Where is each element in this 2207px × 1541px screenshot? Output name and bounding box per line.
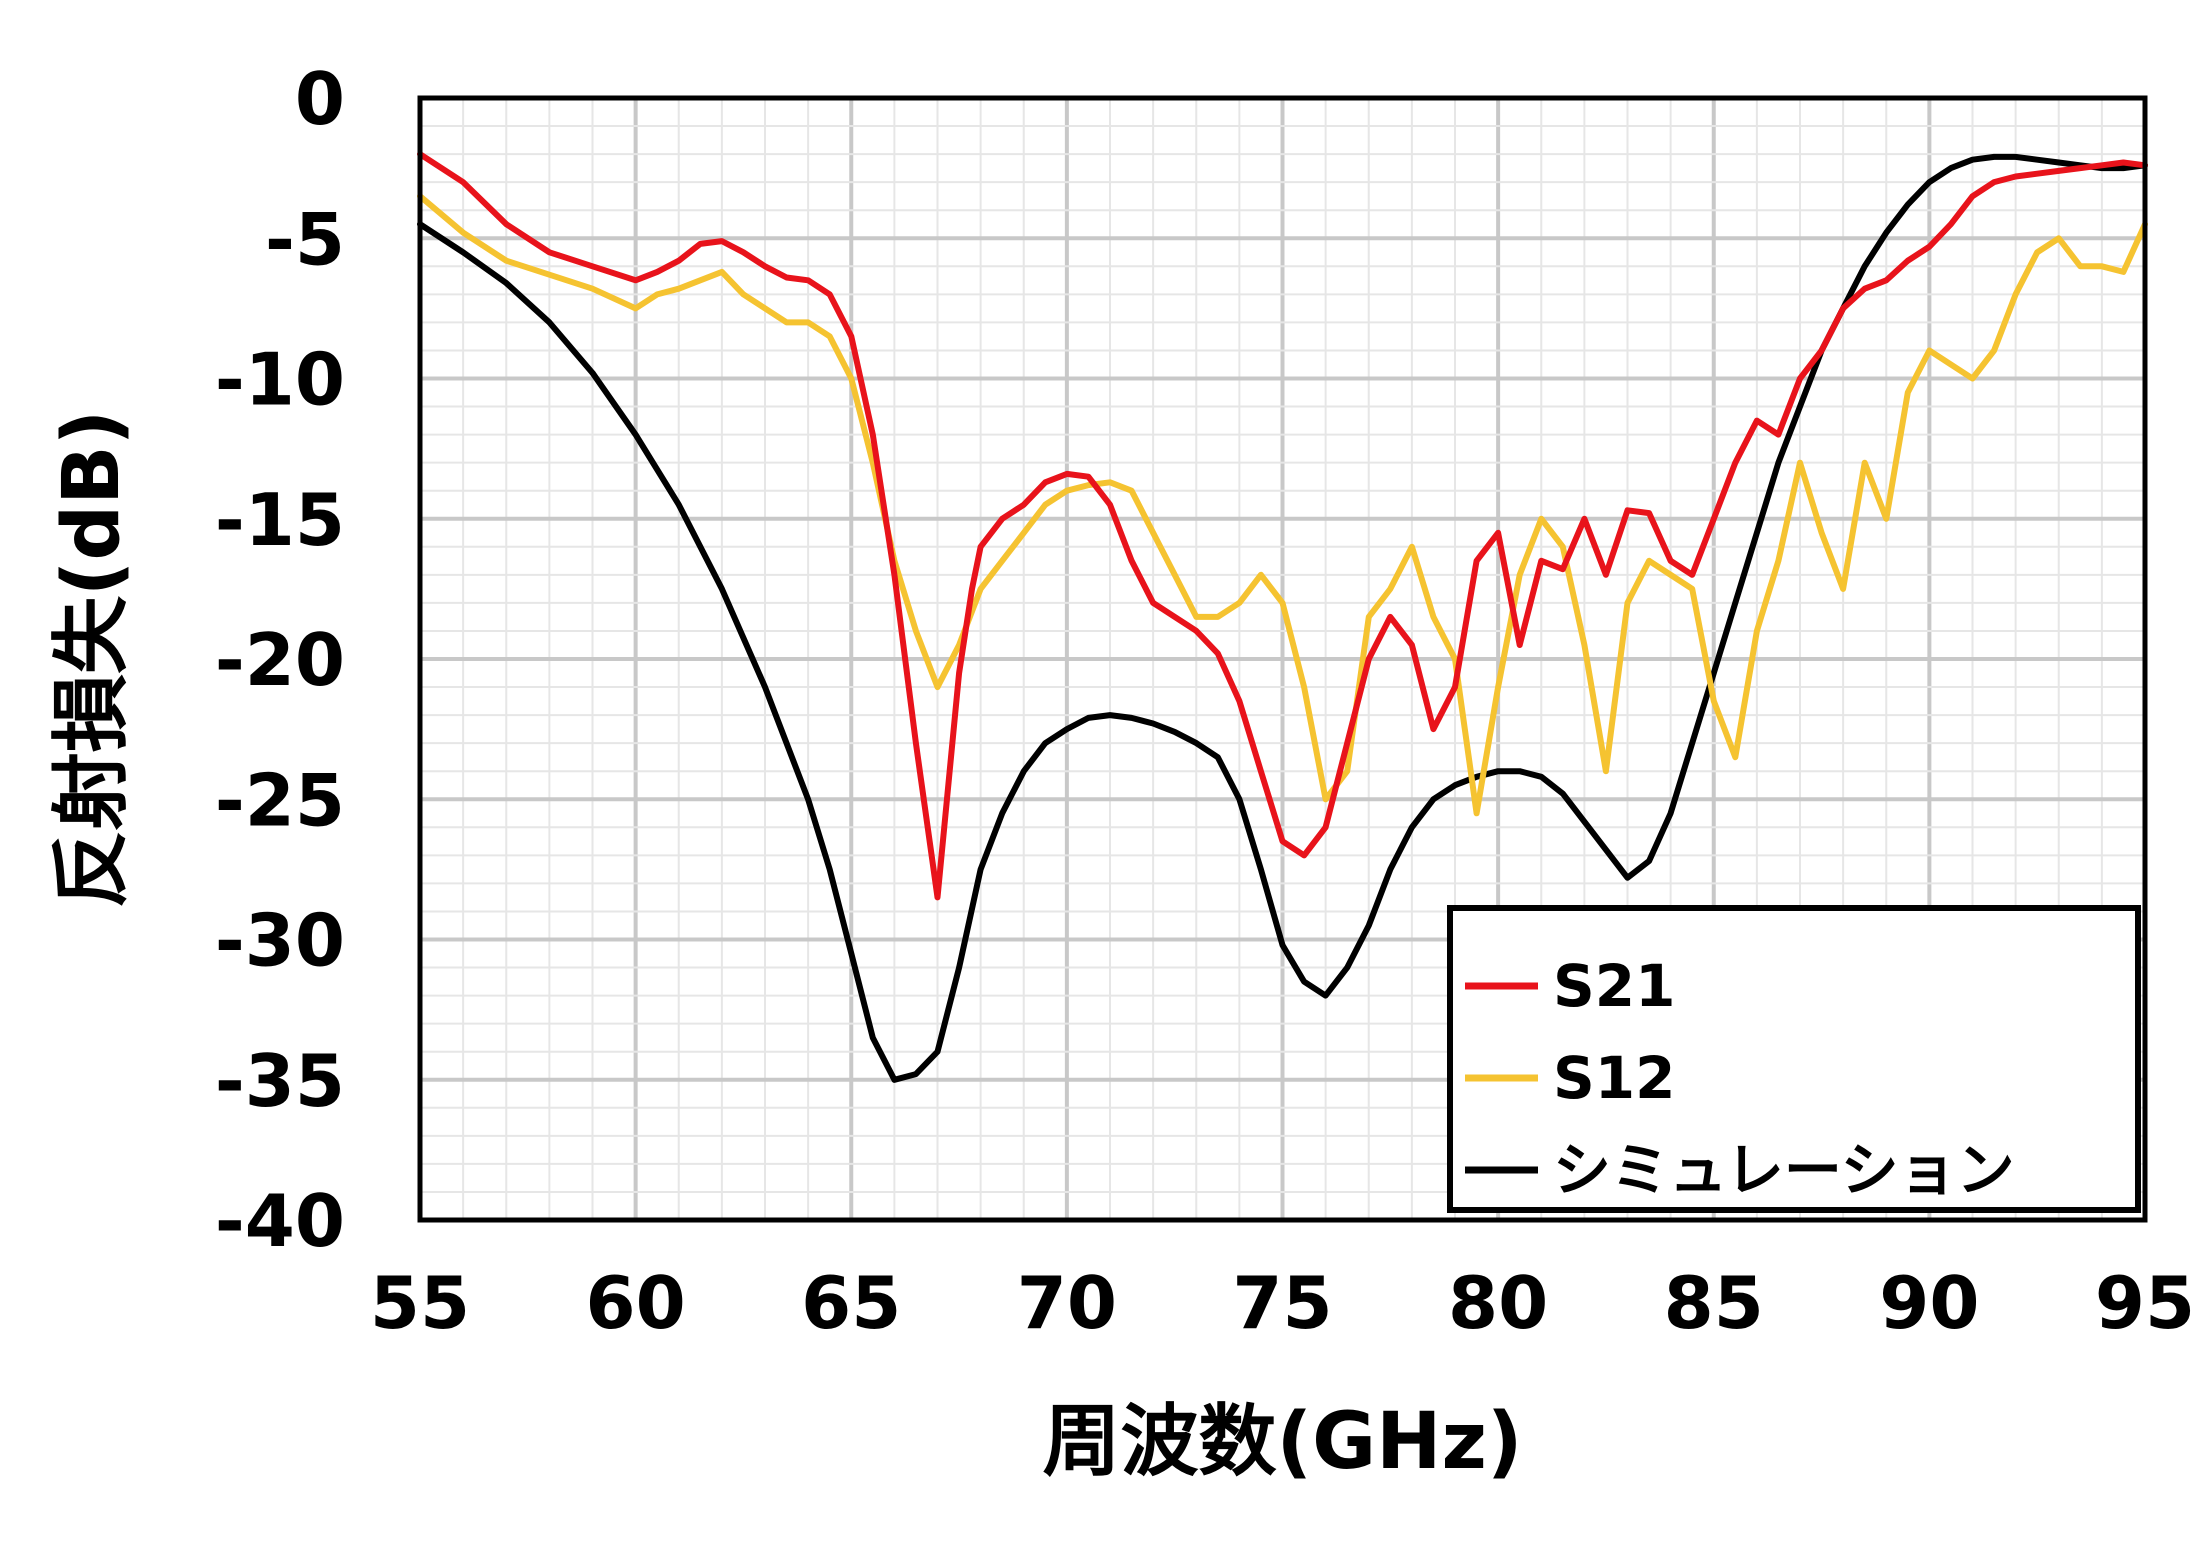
series-line-2: [417, 153, 2148, 1083]
legend: S21 S12 シミュレーション: [1447, 905, 2141, 1213]
legend-label: シミュレーション: [1553, 1136, 2015, 1204]
x-tick-label: 80: [1448, 1261, 1548, 1345]
y-tick-label: -20: [215, 618, 345, 702]
y-tick-labels: 0 -5 -10 -15 -20 -25 -30 -35 -40: [215, 57, 345, 1263]
x-tick-label: 70: [1017, 1261, 1117, 1345]
legend-label: S12: [1553, 1044, 1676, 1112]
x-tick-label: 60: [586, 1261, 686, 1345]
x-tick-label: 85: [1664, 1261, 1764, 1345]
y-tick-label: -10: [215, 338, 345, 422]
legend-box: [1447, 905, 2141, 1213]
y-tick-label: -40: [215, 1179, 345, 1263]
x-axis-title: 周波数(GHz): [1043, 1397, 1523, 1487]
x-tick-label: 75: [1232, 1261, 1332, 1345]
y-tick-label: -25: [215, 758, 345, 842]
y-tick-label: -15: [215, 478, 345, 562]
x-tick-label: 95: [2095, 1261, 2195, 1345]
x-tick-label: 90: [1879, 1261, 1979, 1345]
x-tick-labels: 55 60 65 70 75 80 85 90 95: [370, 1261, 2195, 1345]
y-tick-label: -5: [265, 197, 345, 281]
y-tick-label: -30: [215, 899, 345, 983]
plot-frame: [417, 95, 2148, 1223]
y-tick-label: 0: [295, 57, 345, 141]
series-line-0: [417, 151, 2148, 901]
y-tick-label: -35: [215, 1039, 345, 1123]
x-tick-label: 55: [370, 1261, 470, 1345]
legend-label: S21: [1553, 952, 1676, 1020]
y-axis-title: 反射損失(dB): [47, 410, 137, 909]
x-tick-label: 65: [801, 1261, 901, 1345]
series-group: [417, 151, 2148, 1083]
